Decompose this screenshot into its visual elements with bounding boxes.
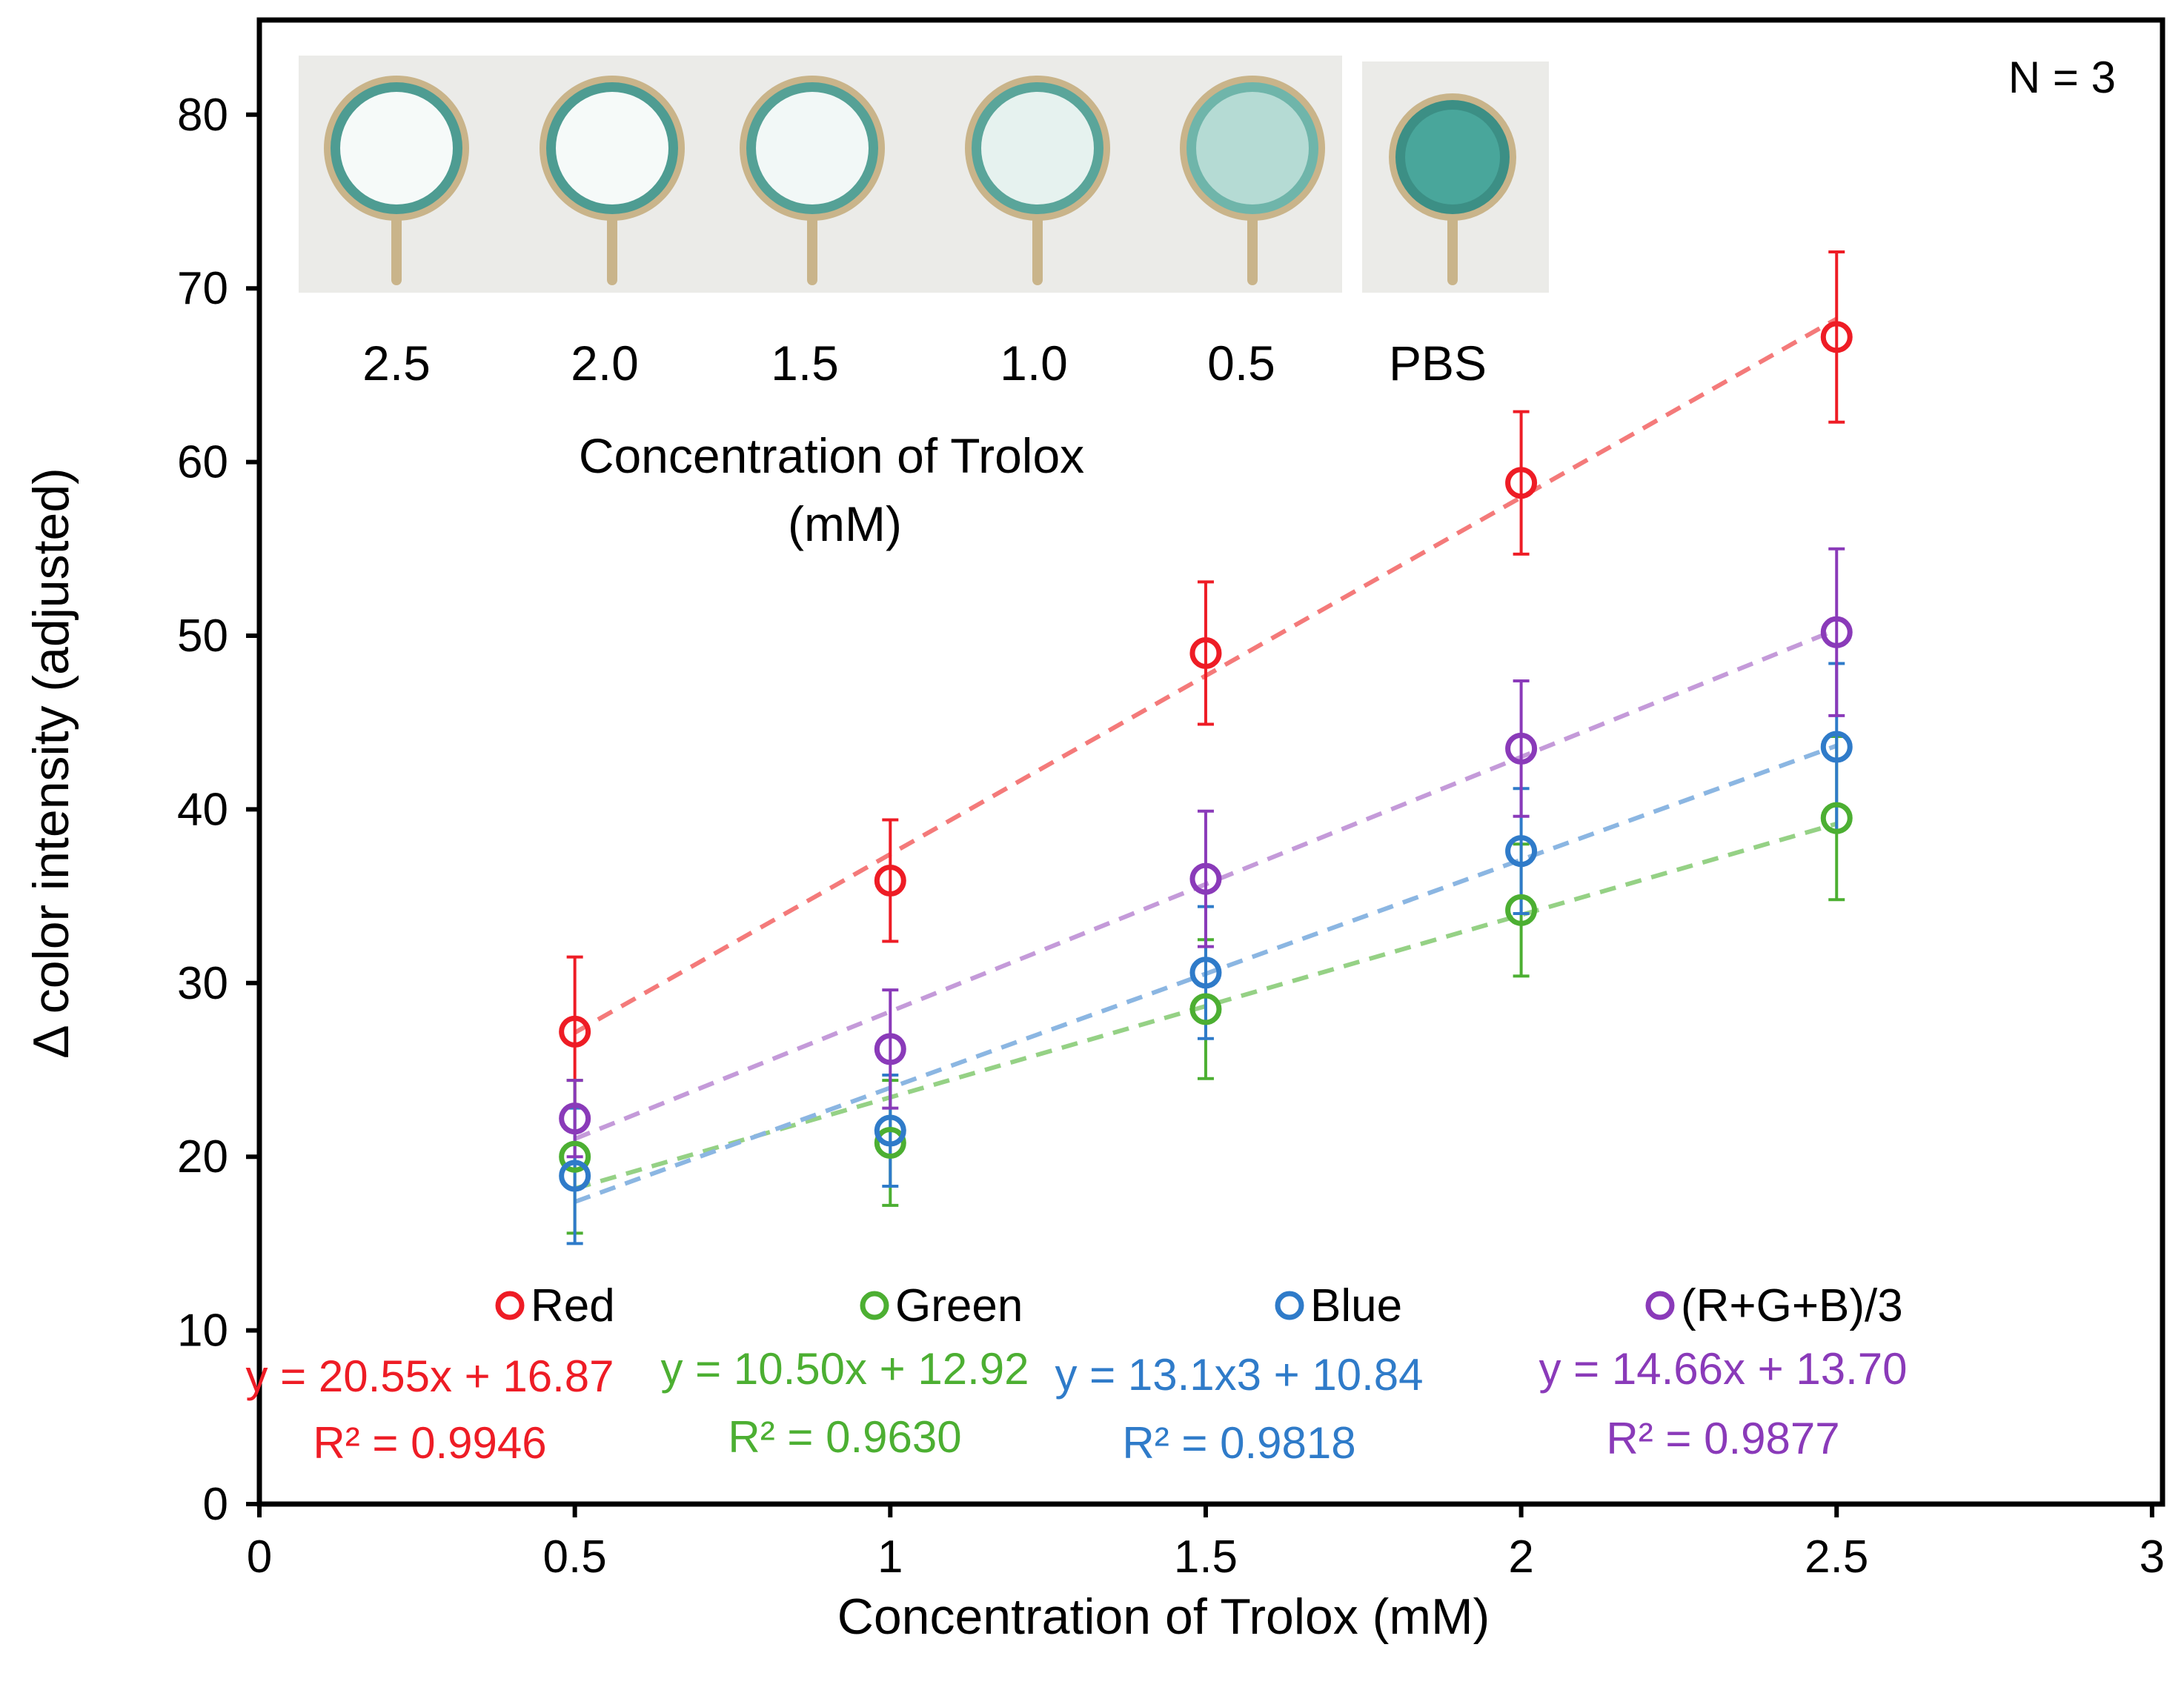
- inset-photo-panel: 2.5 2.0 1.5 1.0 0.5 PBS Concentration of Trolo…: [299, 56, 1549, 551]
- data-point-red: [1189, 636, 1222, 669]
- x-tick-label: 2: [1508, 1531, 1533, 1583]
- legend-marker-red: [495, 1291, 525, 1320]
- inset-concentration-label: PBS: [1389, 336, 1487, 390]
- paper-well: [740, 76, 885, 285]
- well-center: [981, 92, 1094, 204]
- data-point-r-g-b-3: [1505, 732, 1538, 765]
- well-center: [556, 92, 668, 204]
- point-layer: [559, 321, 1853, 1192]
- data-point-green: [874, 1126, 906, 1159]
- x-tick-label: 0: [247, 1531, 272, 1583]
- data-point-blue: [1820, 731, 1853, 763]
- well-center: [340, 92, 453, 204]
- paper-well: [540, 76, 685, 285]
- x-tick-label: 0.5: [543, 1531, 607, 1583]
- data-point-red: [1505, 467, 1538, 499]
- legend-label-blue: Blue: [1310, 1280, 1402, 1331]
- x-tick-label: 1.5: [1174, 1531, 1238, 1583]
- inset-concentration-label: 0.5: [1207, 336, 1275, 390]
- data-point-r-g-b-3: [1820, 616, 1853, 648]
- data-point-r-g-b-3: [1189, 862, 1222, 895]
- data-point-red: [1820, 321, 1853, 353]
- inset-concentration-label: 1.0: [1000, 336, 1068, 390]
- data-point-r-g-b-3: [559, 1102, 591, 1135]
- legend-marker-blue: [1275, 1291, 1304, 1320]
- inset-title-line1: Concentration of Trolox: [579, 428, 1084, 483]
- y-axis-title: Δ color intensity (adjusted): [23, 468, 79, 1059]
- well-center: [1405, 110, 1500, 204]
- paper-well: [1389, 93, 1516, 285]
- r2-blue: R² = 0.9818: [1122, 1418, 1355, 1468]
- inset-concentration-label: 2.0: [571, 336, 639, 390]
- x-tick-label: 2.5: [1805, 1531, 1868, 1583]
- equation-blue: y = 13.1x3 + 10.84: [1055, 1350, 1423, 1400]
- x-axis-title: Concentration of Trolox (mM): [837, 1589, 1490, 1645]
- data-point-red: [874, 865, 906, 897]
- inset-concentration-label: 2.5: [362, 336, 431, 390]
- y-tick-label: 10: [177, 1305, 228, 1357]
- data-point-r-g-b-3: [874, 1033, 906, 1065]
- equation-r-g-b-3: y = 14.66x + 13.70: [1539, 1344, 1907, 1394]
- y-tick-label: 30: [177, 958, 228, 1009]
- y-tick-label: 80: [177, 90, 228, 141]
- data-point-blue: [1505, 835, 1538, 868]
- plot-frame: [256, 17, 2165, 1507]
- data-point-blue: [559, 1160, 591, 1192]
- legend-marker-r-g-b-3: [1645, 1291, 1675, 1320]
- r2-r-g-b-3: R² = 0.9877: [1606, 1414, 1839, 1463]
- legend-marker-green: [860, 1291, 889, 1320]
- r2-red: R² = 0.9946: [313, 1418, 546, 1468]
- y-tick-label: 60: [177, 437, 228, 488]
- data-point-green: [1505, 894, 1538, 926]
- y-tick-label: 20: [177, 1131, 228, 1183]
- y-tick-label: 40: [177, 784, 228, 835]
- well-center: [1196, 92, 1309, 204]
- paper-well: [1180, 76, 1325, 285]
- legend-label-r-g-b-3: (R+G+B)/3: [1681, 1280, 1903, 1331]
- x-tick-label: 3: [2140, 1531, 2165, 1583]
- inset-concentration-label: 1.5: [771, 336, 839, 390]
- data-point-green: [559, 1140, 591, 1173]
- equation-green: y = 10.50x + 12.92: [660, 1344, 1029, 1394]
- well-center: [756, 92, 869, 204]
- y-tick-label: 50: [177, 611, 228, 662]
- r2-green: R² = 0.9630: [728, 1412, 961, 1462]
- y-tick-label: 0: [203, 1479, 228, 1530]
- data-point-green: [1820, 802, 1853, 834]
- legend-label-green: Green: [895, 1280, 1023, 1331]
- equation-red: y = 20.55x + 16.87: [245, 1351, 614, 1401]
- errorbar-layer: [566, 250, 1845, 1245]
- axes-layer: 0 10 20 30 40 50 60 70 80 0 0.5 1 1.5 2 2.5 3: [177, 90, 2165, 1583]
- legend: Red y = 20.55x + 16.87 R² = 0.9946 Green y =…: [245, 1280, 1907, 1468]
- paper-well: [965, 76, 1110, 285]
- n-annotation: N = 3: [2008, 53, 2116, 102]
- data-point-red: [559, 1015, 591, 1048]
- x-tick-label: 1: [877, 1531, 903, 1583]
- data-point-green: [1189, 993, 1222, 1025]
- data-point-blue: [1189, 957, 1222, 989]
- data-point-blue: [874, 1114, 906, 1147]
- legend-label-red: Red: [531, 1280, 615, 1331]
- paper-well: [324, 76, 469, 285]
- inset-title-line2: (mM): [788, 496, 902, 551]
- y-tick-label: 70: [177, 263, 228, 314]
